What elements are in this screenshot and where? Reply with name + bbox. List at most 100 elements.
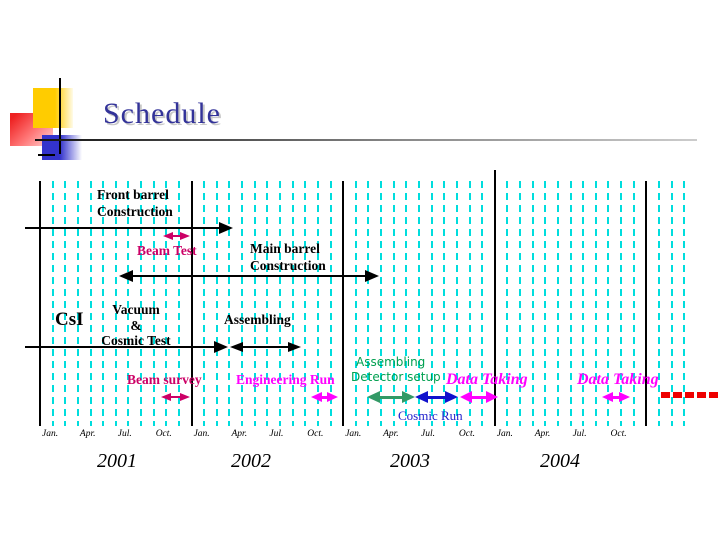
arrow-shaft (130, 275, 368, 277)
axis-month-label: Oct. (610, 429, 627, 439)
cosmic-run-arrow (415, 391, 458, 403)
arrowhead-right-icon (219, 222, 233, 234)
axis-year-label: 2001 (97, 450, 137, 472)
continuation-dash-icon (673, 392, 682, 398)
assembling-green-label: Assembling (356, 355, 425, 370)
arrowhead-right-icon (214, 341, 228, 353)
gridline-month (354, 181, 357, 426)
decoration-yellow-square (33, 88, 73, 128)
label-line: Vacuum (112, 302, 160, 317)
assembling-arrow (230, 341, 301, 353)
gridline-month (380, 181, 383, 426)
gridline-month (367, 181, 370, 426)
arrowhead-right-icon (180, 392, 190, 401)
gridline-month (556, 181, 559, 426)
arrowhead-left-icon (460, 391, 472, 403)
gridline-year (39, 181, 41, 426)
gridline-month (215, 181, 218, 426)
gridline-month (127, 181, 130, 426)
gridline-month (607, 181, 610, 426)
page-title: Schedule (103, 97, 221, 130)
continuation-dash-icon (697, 392, 706, 398)
gridline-month (531, 181, 534, 426)
arrowhead-left-icon (119, 270, 133, 282)
gridline-month (468, 181, 471, 426)
gridline-year (645, 181, 648, 426)
gridline-month (228, 181, 231, 426)
detector-setup-label: Detector setup (351, 370, 441, 385)
gridline-month (683, 181, 686, 426)
gridline-month (329, 181, 332, 426)
axis-month-label: Jan. (345, 429, 362, 439)
data-taking-2003-arrow (460, 391, 498, 403)
gridline-month (455, 181, 458, 426)
label-line: Main barrel (250, 241, 320, 256)
arrow-shaft (170, 235, 183, 237)
engineering-run-arrow (311, 391, 338, 403)
arrow-shaft (240, 346, 291, 348)
gridline-month (430, 181, 433, 426)
continuation-dash-icon (661, 392, 670, 398)
gridline-month (443, 181, 446, 426)
axis-month-label: Jan. (496, 429, 513, 439)
arrowhead-left-icon (230, 341, 243, 352)
label-line: Data Taking (446, 371, 528, 388)
gridline-year (342, 181, 345, 426)
axis-year-label: 2002 (231, 450, 271, 472)
gridline-month (632, 181, 635, 426)
gridline-month (417, 181, 420, 426)
axis-month-label: Jul. (117, 429, 132, 439)
main-barrel-construction-label: Main barrel Construction (250, 240, 326, 274)
label-line: Beam survey (127, 372, 202, 387)
label-line: Engineering Run (236, 372, 335, 387)
axis-month-label: Oct. (155, 429, 172, 439)
gridline-month (266, 181, 269, 426)
gridline-month (140, 181, 143, 426)
label-line: Assembling (224, 312, 291, 327)
beam-test-label: Beam Test (137, 243, 197, 259)
gridline-month (670, 181, 673, 426)
gridline-month (253, 181, 256, 426)
vacuum-cosmic-test-label: Vacuum & Cosmic Test (90, 302, 182, 349)
gridline-month (620, 181, 623, 426)
gridline-month (544, 181, 547, 426)
gridline-month (51, 181, 54, 426)
axis-month-label: Jan. (42, 429, 59, 439)
arrowhead-left-icon (163, 231, 173, 240)
axis-month-label: Jan. (193, 429, 210, 439)
gridline-month (279, 181, 282, 426)
main-barrel-arrow (119, 270, 379, 282)
arrowhead-right-icon (402, 391, 415, 403)
arrow-shaft (168, 396, 183, 398)
axis-month-label: Apr. (79, 429, 96, 439)
arrowhead-left-icon (161, 392, 171, 401)
gridline-month (304, 181, 307, 426)
data-taking-2003-label: Data Taking (446, 370, 528, 389)
axis-month-label: Apr. (534, 429, 551, 439)
gridline-month (241, 181, 244, 426)
gridline-month (114, 181, 117, 426)
axis-month-label: Apr. (231, 429, 248, 439)
label-line: Cosmic Test (101, 333, 171, 348)
gridline-month (316, 181, 319, 426)
decoration-small-tick (38, 154, 55, 156)
axis-year-label: 2004 (540, 450, 580, 472)
gridline-month (481, 181, 484, 426)
gridline-month (152, 181, 155, 426)
arrow-shaft (25, 346, 217, 348)
axis-year-label: 2003 (390, 450, 430, 472)
decoration-horizontal-rule (35, 139, 697, 141)
arrow-shaft (610, 395, 622, 399)
gridline-month (519, 181, 522, 426)
assembling-label: Assembling (224, 312, 291, 328)
label-line: CsI (55, 309, 84, 330)
label-line: & (130, 317, 142, 333)
vacuum-cosmic-arrow (25, 341, 228, 353)
continuation-dash-icon (709, 392, 718, 398)
arrow-shaft (25, 227, 222, 229)
arrowhead-left-icon (367, 391, 380, 403)
cosmic-run-label: Cosmic Run (398, 408, 463, 423)
csi-label: CsI (55, 309, 84, 330)
